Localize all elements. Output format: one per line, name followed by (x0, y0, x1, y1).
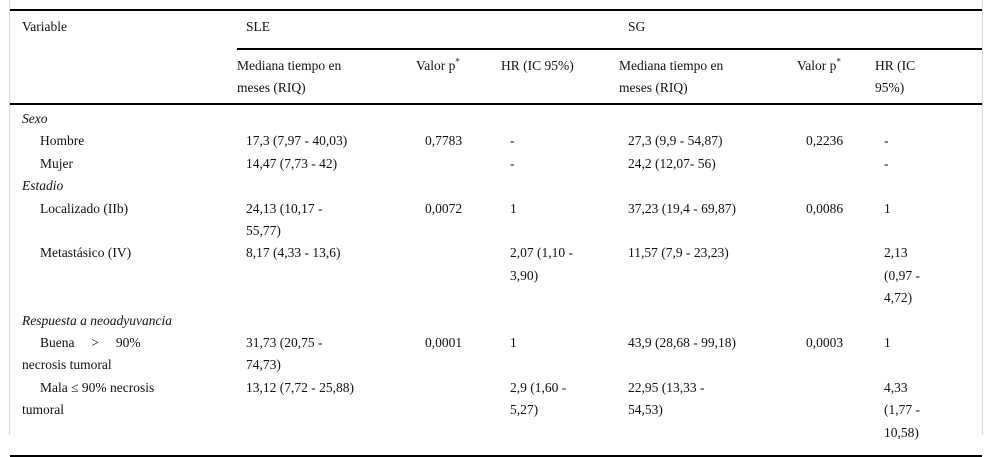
sg-pvalue-cell: 0,0003 (806, 335, 844, 351)
sle-median-cell: 8,17 (4,33 - 13,6) (246, 245, 341, 261)
col-header-sle-hr: HR (IC 95%) (501, 49, 620, 105)
col-group-sg: SG (619, 10, 983, 50)
sle-pvalue-cell: 0,0072 (425, 200, 463, 216)
sg-median-cell: 27,3 (9,9 - 54,87) (628, 133, 723, 149)
sg-hr-cell: 4,33 (1,77 - 10,58) (884, 379, 921, 440)
page-left-edge-line (9, 0, 10, 435)
sg-hr-cell: - (884, 133, 889, 149)
section-label: Estadio (22, 178, 64, 194)
col-header-sg-pvalue: Valor p* (797, 49, 876, 105)
section-label: Respuesta a neoadyuvancia (22, 312, 172, 328)
col-header-sg-hr: HR (IC 95%) (875, 49, 983, 105)
sg-pvalue-cell (797, 153, 875, 175)
table-row-mala: Mala ≤ 90% necrosis tumoral 13,12 (7,72 … (10, 377, 982, 456)
sg-median-cell: 11,57 (7,9 - 23,23) (628, 245, 729, 261)
sle-pvalue-cell (416, 242, 501, 309)
sg-hr-cell: 1 (884, 200, 891, 216)
sle-pvalue-cell: 0,7783 (425, 133, 463, 149)
sg-pvalue-cell (797, 377, 875, 456)
row-label: Localizado (IIb) (40, 200, 129, 216)
sle-hr-cell: - (510, 133, 515, 149)
sg-pvalue-cell (797, 242, 875, 309)
sle-median-cell: 14,47 (7,73 - 42) (246, 155, 338, 171)
pvalue-footnote-asterisk: * (455, 56, 460, 67)
col-header-sle-median: Mediana tiempo en meses (RIQ) (237, 49, 416, 105)
section-label: Sexo (22, 111, 48, 126)
row-label: Mala ≤ 90% necrosis tumoral (22, 379, 155, 418)
sle-hr-cell: 2,9 (1,60 - 5,27) (510, 379, 567, 418)
sle-hr-cell: 1 (510, 335, 517, 351)
page: { "page": { "background": "#ffffff", "ru… (9, 0, 983, 457)
sg-median-cell: 37,23 (19,4 - 69,87) (628, 200, 737, 216)
pvalue-label: Valor p (416, 58, 456, 73)
sle-median-cell: 24,13 (10,17 - 55,77) (246, 200, 323, 239)
row-label: Buena > 90% necrosis tumoral (22, 335, 141, 373)
sle-hr-cell: 2,07 (1,10 - 3,90) (510, 245, 573, 283)
table-row-buena: Buena > 90% necrosis tumoral 31,73 (20,7… (10, 332, 982, 377)
sle-median-cell: 31,73 (20,75 - 74,73) (246, 335, 323, 373)
table-header: Variable SLE SG Mediana tiempo en meses … (10, 10, 983, 105)
sle-pvalue-cell (416, 153, 501, 175)
group-header-row: Variable SLE SG (10, 10, 983, 105)
row-label: Mujer (40, 155, 73, 171)
sle-pvalue-cell: 0,0001 (425, 335, 463, 351)
sg-median-cell: 24,2 (12,07- 56) (628, 155, 716, 171)
survival-statistics-table: Variable SLE SG Mediana tiempo en meses … (10, 9, 983, 457)
col-header-variable: Variable (10, 10, 237, 105)
sle-hr-cell: - (510, 155, 515, 171)
sle-pvalue-cell (416, 377, 501, 456)
row-label: Hombre (40, 133, 85, 149)
pvalue-label: Valor p (797, 58, 837, 73)
sle-median-cell: 17,3 (7,97 - 40,03) (246, 133, 348, 149)
sle-hr-cell: 1 (510, 200, 517, 216)
pvalue-footnote-asterisk: * (836, 56, 841, 67)
col-header-sg-median: Mediana tiempo en meses (RIQ) (619, 49, 798, 105)
section-row-sexo: Sexo (10, 104, 982, 130)
sg-hr-cell: 2,13 (0,97 - 4,72) (884, 245, 921, 306)
section-row-estadio: Estadio (10, 175, 982, 197)
sle-median-cell: 13,12 (7,72 - 25,88) (246, 379, 354, 395)
page-right-edge-line (982, 0, 983, 435)
table-row-hombre: Hombre 17,3 (7,97 - 40,03) 0,7783 - 27,3… (10, 130, 982, 152)
section-row-respuesta: Respuesta a neoadyuvancia (10, 310, 982, 332)
sg-median-cell: 43,9 (28,68 - 99,18) (628, 335, 737, 351)
sg-median-cell: 22,95 (13,33 - 54,53) (628, 379, 705, 418)
table-row-metastasico: Metastásico (IV) 8,17 (4,33 - 13,6) 2,07… (10, 242, 982, 309)
table-row-localizado: Localizado (IIb) 24,13 (10,17 - 55,77) 0… (10, 198, 982, 243)
sg-pvalue-cell: 0,2236 (806, 133, 844, 149)
col-header-sle-pvalue: Valor p* (416, 49, 501, 105)
sg-hr-cell: - (884, 155, 889, 171)
sub-header-row: Mediana tiempo en meses (RIQ) Valor p* H… (10, 49, 983, 105)
col-group-sle: SLE (237, 10, 620, 50)
sg-pvalue-cell: 0,0086 (806, 200, 844, 216)
sg-hr-cell: 1 (884, 335, 891, 351)
table-row-mujer: Mujer 14,47 (7,73 - 42) - 24,2 (12,07- 5… (10, 153, 982, 175)
row-label: Metastásico (IV) (40, 245, 132, 261)
table-body: Sexo Hombre 17,3 (7,97 - 40,03) 0,7783 -… (10, 104, 982, 456)
